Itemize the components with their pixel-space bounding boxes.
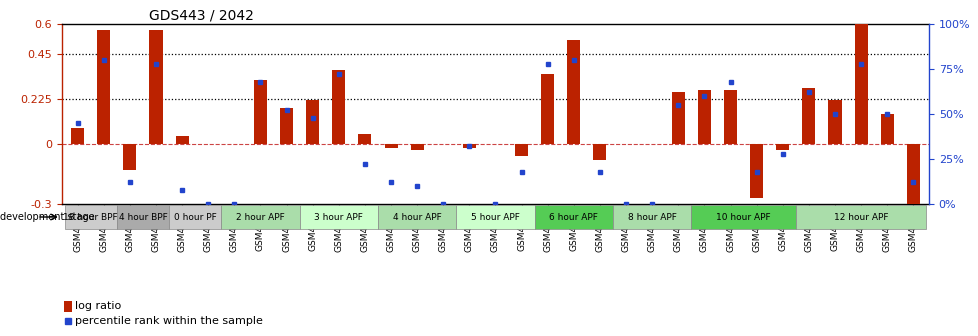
Bar: [150, 30, 162, 144]
Bar: [541, 74, 554, 144]
Bar: [65, 205, 116, 229]
Bar: [175, 136, 189, 144]
Text: 12 hour APF: 12 hour APF: [833, 212, 887, 221]
Text: 8 hour APF: 8 hour APF: [627, 212, 676, 221]
Bar: [776, 144, 788, 150]
Text: 0 hour PF: 0 hour PF: [174, 212, 216, 221]
Bar: [97, 30, 111, 144]
Bar: [463, 144, 475, 148]
Bar: [299, 205, 378, 229]
Text: 5 hour APF: 5 hour APF: [470, 212, 519, 221]
Bar: [906, 144, 919, 218]
Bar: [534, 205, 612, 229]
Bar: [593, 144, 605, 160]
Bar: [880, 114, 893, 144]
Bar: [566, 40, 580, 144]
Bar: [253, 80, 267, 144]
Text: 6 hour APF: 6 hour APF: [549, 212, 598, 221]
Text: 10 hour APF: 10 hour APF: [716, 212, 770, 221]
Text: 4 hour BPF: 4 hour BPF: [118, 212, 167, 221]
Bar: [690, 205, 795, 229]
Bar: [332, 70, 345, 144]
Bar: [671, 92, 685, 144]
Text: log ratio: log ratio: [75, 301, 121, 311]
Bar: [697, 90, 710, 144]
Bar: [410, 144, 423, 150]
Bar: [795, 205, 925, 229]
Bar: [749, 144, 763, 198]
Bar: [221, 205, 299, 229]
Bar: [123, 144, 136, 170]
Bar: [358, 134, 371, 144]
Bar: [456, 205, 534, 229]
Bar: [169, 205, 221, 229]
Bar: [827, 100, 841, 144]
Text: 18 hour BPF: 18 hour BPF: [64, 212, 118, 221]
Text: development stage: development stage: [0, 212, 95, 222]
Bar: [306, 100, 319, 144]
Text: 4 hour APF: 4 hour APF: [392, 212, 441, 221]
Text: 2 hour APF: 2 hour APF: [236, 212, 285, 221]
Bar: [71, 128, 84, 144]
Bar: [514, 144, 527, 156]
Bar: [384, 144, 397, 148]
Text: 3 hour APF: 3 hour APF: [314, 212, 363, 221]
Bar: [724, 90, 736, 144]
Bar: [802, 88, 815, 144]
Bar: [378, 205, 456, 229]
Bar: [65, 301, 72, 311]
Bar: [280, 108, 292, 144]
Text: percentile rank within the sample: percentile rank within the sample: [75, 317, 263, 326]
Bar: [116, 205, 169, 229]
Bar: [854, 14, 867, 144]
Bar: [612, 205, 690, 229]
Text: GDS443 / 2042: GDS443 / 2042: [149, 9, 253, 23]
